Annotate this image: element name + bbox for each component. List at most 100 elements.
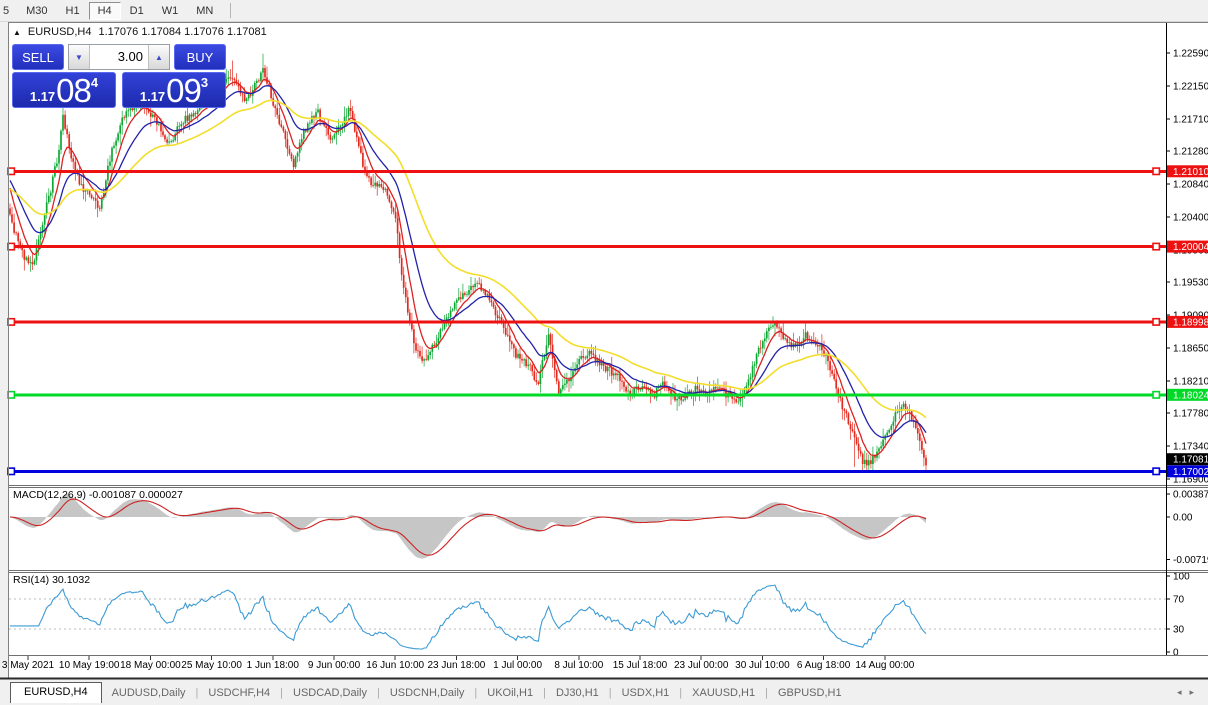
tab-separator: | — [474, 687, 478, 699]
date-axis-label: 23 Jul 00:00 — [674, 660, 729, 671]
rsi-axis-label: 30 — [1173, 625, 1185, 636]
date-axis-label: 25 May 10:00 — [181, 660, 242, 671]
macd-histogram — [10, 493, 926, 559]
sell-price-button[interactable]: 1.17 08 4 — [12, 72, 116, 108]
date-axis-label: 16 Jun 10:00 — [366, 660, 424, 671]
chart-tab-usdcad[interactable]: USDCAD,Daily — [293, 687, 367, 699]
price-axis-label: 1.22150 — [1173, 81, 1208, 92]
tab-separator: | — [765, 687, 768, 699]
chart-symbol-label: EURUSD,H4 — [27, 26, 92, 38]
price-level-badge-label: 1.18024 — [1173, 390, 1208, 401]
current-price-badge-label: 1.17081 — [1173, 455, 1208, 466]
candle-down-bodies — [9, 68, 927, 466]
tab-scroll-arrows: ◂▸ — [1176, 687, 1202, 697]
volume-increase-button[interactable]: ▲ — [148, 45, 169, 69]
one-click-trading-panel: SELL ▼ 3.00 ▲ BUY 1.17 08 4 1.17 09 3 — [12, 44, 226, 108]
moving-average-fast — [9, 78, 927, 457]
buy-button[interactable]: BUY — [174, 44, 226, 70]
chart-tab-gbpusd[interactable]: GBPUSD,H1 — [777, 687, 842, 699]
volume-decrease-button[interactable]: ▼ — [69, 45, 90, 69]
chart-tab-usdchf[interactable]: USDCHF,H4 — [208, 687, 271, 699]
price-axis-label: 1.21280 — [1173, 147, 1208, 158]
tab-separator: | — [679, 687, 683, 699]
buy-price-pips: 09 — [166, 72, 202, 109]
price-level-badge-label: 1.18998 — [1173, 317, 1208, 328]
timeframe-button-d1[interactable]: D1 — [129, 4, 144, 17]
date-axis-label: 3 May 2021 — [2, 660, 55, 671]
macd-axis-label: 0.003873 — [1173, 490, 1208, 501]
date-axis-label: 18 May 00:00 — [120, 660, 181, 671]
buy-price-prefix: 1.17 — [139, 89, 166, 104]
volume-stepper: ▼ 3.00 ▲ — [68, 44, 170, 70]
chart-tab-bar: EURUSD,H4 AUDUSD,Daily | USDCHF,H4 | USDCAD,D… — [0, 681, 1208, 703]
price-axis-label: 1.18650 — [1173, 343, 1208, 354]
line-handle[interactable] — [1152, 467, 1161, 476]
sell-price-point: 4 — [90, 75, 99, 90]
timeframe-button-mn[interactable]: MN — [196, 4, 214, 17]
moving-average-medium — [9, 85, 927, 438]
chevron-down-icon: ▼ — [75, 52, 83, 62]
price-level-badge — [1167, 165, 1208, 178]
date-axis-label: 1 Jun 18:00 — [247, 660, 300, 671]
tab-separator: | — [195, 687, 199, 699]
collapse-triangle-icon: ▲ — [13, 27, 21, 37]
price-axis-label: 1.17340 — [1173, 442, 1208, 453]
rsi-axis-label: 100 — [1173, 572, 1190, 583]
price-level-badge — [1167, 315, 1208, 328]
line-handle[interactable] — [1152, 390, 1161, 399]
price-axis-label: 1.16900 — [1173, 474, 1208, 485]
chart-tab-ukoil[interactable]: UKOil,H1 — [487, 687, 534, 699]
sell-button[interactable]: SELL — [12, 44, 64, 70]
date-axis-label: 10 May 19:00 — [59, 660, 120, 671]
rsi-axis-label: 70 — [1173, 594, 1185, 605]
tab-separator: | — [543, 687, 546, 699]
moving-average-slow — [9, 99, 927, 419]
price-level-badge — [1167, 465, 1208, 478]
date-axis-label: 8 Jul 10:00 — [554, 660, 603, 671]
chart-ohlc-values: 1.17076 1.17084 1.17076 1.17081 — [98, 26, 267, 38]
chart-background — [8, 23, 1208, 678]
line-handle[interactable] — [1152, 242, 1161, 251]
chart-tab-audusd[interactable]: AUDUSD,Daily — [111, 687, 186, 699]
chart-tab-usdcnh[interactable]: USDCNH,Daily — [389, 687, 465, 699]
macd-axis-label: 0.00 — [1173, 513, 1193, 524]
date-axis-label: 6 Aug 18:00 — [797, 660, 851, 671]
timeframe-button-5[interactable]: 5 — [3, 4, 10, 17]
date-axis-label: 30 Jul 10:00 — [735, 660, 790, 671]
chart-tab-usdx[interactable]: USDX,H1 — [621, 687, 670, 699]
current-price-badge — [1167, 453, 1208, 466]
chart-tab-eurusd[interactable]: EURUSD,H4 — [10, 682, 102, 703]
timeframe-button-w1[interactable]: W1 — [161, 4, 179, 17]
volume-value[interactable]: 3.00 — [117, 49, 143, 64]
date-axis-label: 14 Aug 00:00 — [855, 660, 914, 671]
macd-indicator-label: MACD(12,26,9) -0.001087 0.000027 — [13, 489, 183, 501]
timeframe-button-h4[interactable]: H4 — [88, 1, 121, 20]
date-axis-label: 9 Jun 00:00 — [308, 660, 361, 671]
line-handle[interactable] — [1152, 317, 1161, 326]
price-axis-label: 1.20400 — [1173, 212, 1208, 223]
chart-tab-dj30[interactable]: DJ30,H1 — [555, 687, 599, 699]
price-level-badge — [1167, 388, 1208, 401]
price-axis-label: 1.22590 — [1173, 49, 1208, 60]
price-level-badge-label: 1.21010 — [1173, 167, 1208, 178]
price-level-badge-label: 1.20004 — [1173, 242, 1208, 253]
sell-price-prefix: 1.17 — [29, 89, 56, 104]
buy-price-button[interactable]: 1.17 09 3 — [122, 72, 226, 108]
price-axis-label: 1.19530 — [1173, 278, 1208, 289]
price-level-badge-label: 1.17002 — [1173, 467, 1208, 478]
rsi-axis-label: 0 — [1173, 648, 1179, 659]
chart-tab-xauusd[interactable]: XAUUSD,H1 — [692, 687, 756, 699]
timeframe-button-h1[interactable]: H1 — [65, 4, 80, 17]
timeframe-button-m30[interactable]: M30 — [26, 4, 48, 17]
date-axis-label: 15 Jul 18:00 — [613, 660, 668, 671]
chart-title: ▲ EURUSD,H4 1.17076 1.17084 1.17076 1.17… — [13, 26, 267, 38]
toolbar-separator — [230, 3, 232, 18]
price-axis-label: 1.18210 — [1173, 376, 1208, 387]
macd-signal-line — [9, 498, 927, 556]
price-axis-label: 1.21710 — [1173, 114, 1208, 125]
sell-price-pips: 08 — [56, 72, 92, 109]
rsi-indicator-label: RSI(14) 30.1032 — [13, 574, 90, 586]
line-handle[interactable] — [1152, 167, 1161, 176]
tab-separator: | — [376, 687, 380, 699]
